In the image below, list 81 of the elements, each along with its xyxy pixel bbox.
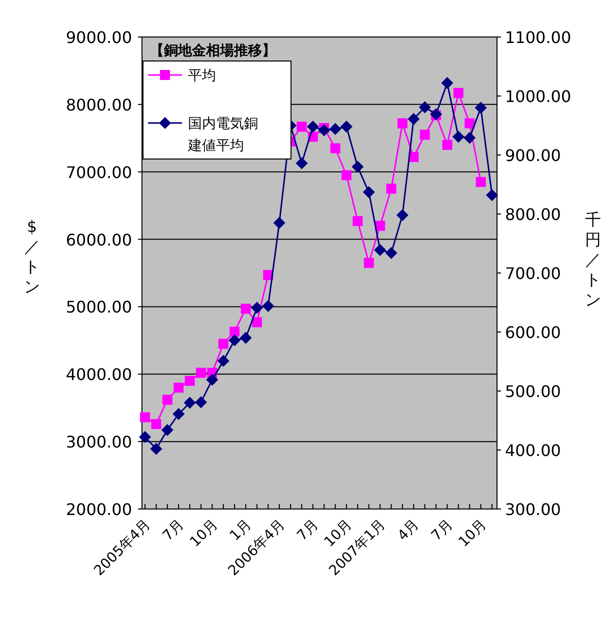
point bbox=[453, 88, 464, 98]
point bbox=[230, 326, 240, 337]
y-axis-title: $／トン bbox=[24, 217, 40, 296]
point bbox=[442, 140, 452, 150]
point bbox=[262, 300, 274, 312]
x-tick-label: 7月 bbox=[294, 516, 322, 544]
point bbox=[397, 118, 408, 128]
point bbox=[330, 143, 340, 154]
point bbox=[318, 124, 330, 136]
point bbox=[194, 396, 207, 408]
y-tick-label: 6000.00 bbox=[66, 230, 132, 250]
legend-label: 国内電気銅建値平均 bbox=[187, 116, 258, 154]
y2-tick-label: 700.00 bbox=[505, 264, 561, 283]
point bbox=[218, 338, 228, 349]
point bbox=[441, 77, 454, 90]
x-tick-label: 1月 bbox=[227, 516, 255, 544]
y-tick-label: 3000.00 bbox=[66, 432, 132, 452]
y2-tick-label: 1100.00 bbox=[505, 28, 572, 47]
point bbox=[174, 382, 184, 393]
point bbox=[252, 317, 262, 328]
point bbox=[352, 160, 364, 173]
y-tick-label: 7000.00 bbox=[66, 162, 132, 182]
x-tick-label: 7月 bbox=[160, 516, 188, 544]
y-tick-label: 2000.00 bbox=[66, 500, 132, 519]
point bbox=[139, 431, 151, 444]
point bbox=[184, 376, 195, 386]
point bbox=[161, 424, 174, 436]
point bbox=[172, 408, 185, 420]
point bbox=[240, 304, 251, 314]
point bbox=[385, 246, 398, 259]
point bbox=[217, 354, 230, 367]
point bbox=[151, 419, 162, 430]
point bbox=[162, 394, 172, 405]
point bbox=[476, 176, 486, 187]
point bbox=[228, 334, 241, 346]
point bbox=[341, 170, 352, 180]
y-tick-label: 5000.00 bbox=[66, 298, 132, 317]
point bbox=[452, 130, 464, 143]
point bbox=[140, 412, 150, 422]
point bbox=[408, 113, 420, 126]
y2-tick-label: 800.00 bbox=[505, 205, 561, 224]
point bbox=[362, 186, 375, 198]
point bbox=[206, 374, 218, 386]
point bbox=[273, 216, 286, 229]
y-tick-label: 8000.00 bbox=[66, 95, 132, 114]
x-tick-label: 7月 bbox=[428, 516, 456, 544]
point bbox=[464, 118, 475, 128]
chart-title: 【銅地金相場推移】 bbox=[150, 43, 276, 59]
point bbox=[296, 157, 308, 170]
y2-axis-title: 千円／トン bbox=[585, 210, 601, 309]
legend-label: 平均 bbox=[188, 68, 216, 84]
point bbox=[396, 209, 408, 222]
point bbox=[464, 132, 476, 144]
x-tick-label: 4月 bbox=[394, 516, 422, 544]
y2-tick-label: 400.00 bbox=[505, 441, 561, 460]
y2-tick-label: 300.00 bbox=[505, 500, 561, 519]
y-tick-label: 4000.00 bbox=[66, 365, 132, 384]
point bbox=[306, 120, 319, 133]
point bbox=[420, 130, 430, 140]
x-tick-label: 10月 bbox=[187, 516, 221, 550]
point bbox=[329, 123, 342, 136]
point bbox=[340, 120, 352, 133]
y2-tick-label: 900.00 bbox=[505, 146, 561, 165]
point bbox=[374, 244, 386, 256]
x-tick-label: 10月 bbox=[456, 516, 490, 550]
y-tick-label: 9000.00 bbox=[66, 28, 132, 47]
y2-tick-label: 600.00 bbox=[505, 323, 561, 342]
point bbox=[352, 216, 363, 226]
point bbox=[240, 332, 252, 344]
point bbox=[184, 396, 196, 409]
point bbox=[486, 189, 498, 202]
point bbox=[474, 102, 487, 114]
point bbox=[418, 101, 431, 114]
point bbox=[250, 302, 263, 314]
point bbox=[386, 184, 396, 194]
y2-tick-label: 500.00 bbox=[505, 382, 561, 401]
point bbox=[296, 122, 307, 132]
point bbox=[150, 442, 162, 455]
point bbox=[196, 368, 206, 378]
point bbox=[364, 258, 374, 268]
y2-tick-label: 1000.00 bbox=[505, 87, 572, 106]
